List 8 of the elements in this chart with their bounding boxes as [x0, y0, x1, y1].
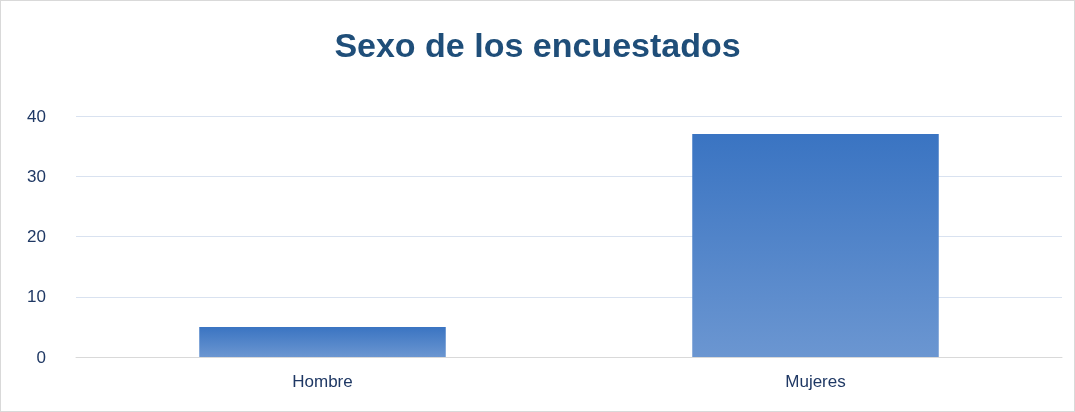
y-tick-label: 0: [36, 347, 46, 367]
x-tick-label: Mujeres: [785, 372, 846, 391]
y-tick-label: 20: [27, 227, 46, 246]
x-tick-label: Hombre: [292, 372, 353, 391]
y-tick-label: 10: [27, 287, 46, 307]
y-tick-label: 30: [27, 166, 46, 186]
y-tick-label: 40: [27, 106, 46, 126]
chart-title: Sexo de los encuestados: [334, 26, 741, 64]
